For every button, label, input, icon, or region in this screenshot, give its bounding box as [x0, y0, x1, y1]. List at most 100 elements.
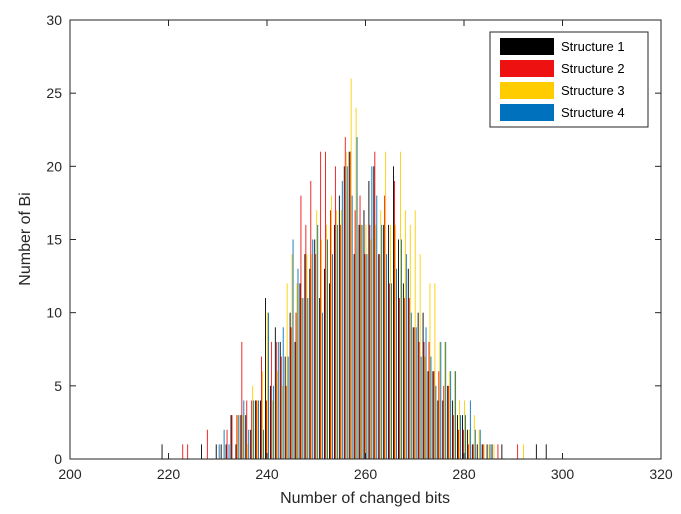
bar	[414, 210, 416, 459]
bar	[302, 298, 304, 459]
bar	[419, 254, 421, 459]
bar	[483, 444, 485, 459]
bar	[245, 415, 247, 459]
bar	[335, 210, 337, 459]
x-tick-label: 300	[551, 466, 575, 482]
bar	[468, 429, 470, 459]
bar	[379, 254, 381, 459]
bar	[215, 444, 217, 459]
bar	[277, 341, 279, 459]
bar	[320, 151, 322, 459]
bar	[326, 224, 327, 459]
bar	[396, 268, 397, 459]
bar	[440, 341, 442, 459]
bar	[469, 400, 471, 459]
bar	[383, 224, 385, 459]
bar	[474, 429, 476, 459]
bar	[240, 415, 242, 459]
bar	[444, 341, 446, 459]
bar	[275, 341, 277, 459]
bar	[407, 268, 409, 459]
bar	[493, 444, 495, 459]
bar	[237, 415, 239, 459]
bar	[404, 210, 406, 459]
bar	[437, 400, 439, 459]
bar	[478, 429, 480, 459]
bar	[256, 400, 258, 459]
bar	[374, 151, 376, 459]
bar	[346, 166, 348, 459]
bar	[345, 151, 347, 459]
bar	[381, 224, 383, 459]
bar	[329, 283, 330, 459]
bar	[409, 224, 411, 459]
bar	[261, 356, 262, 459]
bar	[363, 210, 365, 459]
bar	[314, 239, 316, 459]
bar	[433, 371, 435, 459]
bar	[223, 429, 225, 459]
bar	[423, 341, 425, 459]
bar	[445, 341, 447, 459]
bar	[380, 210, 382, 459]
bar	[330, 210, 331, 459]
legend-label: Structure 1	[561, 39, 625, 54]
bar	[297, 268, 299, 459]
bar	[332, 254, 333, 459]
bar	[467, 444, 469, 459]
bar	[267, 312, 268, 459]
bar	[425, 327, 427, 459]
y-tick-label: 20	[46, 158, 62, 174]
bar	[430, 356, 432, 459]
bar	[226, 429, 228, 459]
bar	[523, 444, 524, 459]
bar	[182, 444, 184, 459]
bar	[386, 254, 388, 459]
bar	[545, 444, 547, 459]
x-axis-title: Number of changed bits	[280, 490, 450, 507]
bar	[471, 444, 473, 459]
bar	[282, 327, 284, 459]
bar	[358, 224, 360, 459]
bar	[429, 283, 431, 459]
bar	[376, 195, 378, 459]
bar	[403, 298, 405, 459]
bar	[418, 341, 420, 459]
bar	[311, 254, 313, 459]
bar	[428, 341, 430, 459]
bar	[319, 298, 321, 459]
bar	[458, 429, 459, 459]
bar	[269, 385, 271, 459]
bar	[285, 385, 287, 459]
bar	[448, 385, 450, 459]
bar	[322, 312, 324, 459]
legend-swatch	[500, 60, 554, 77]
bar	[449, 371, 451, 459]
bar	[324, 268, 326, 459]
bar	[457, 415, 458, 459]
bar	[304, 254, 306, 459]
bar	[284, 356, 286, 459]
bar	[424, 356, 426, 459]
bar	[353, 254, 355, 459]
bar	[334, 166, 336, 459]
bar	[481, 444, 483, 459]
bar	[262, 371, 263, 459]
bar	[225, 444, 227, 459]
bar	[359, 195, 361, 459]
y-axis-title: Number of Bi	[17, 192, 34, 285]
bar	[279, 341, 281, 459]
bar	[535, 444, 537, 459]
bar	[453, 415, 455, 459]
bar	[238, 415, 240, 459]
bar	[464, 400, 465, 459]
bar	[369, 224, 371, 459]
bar	[355, 107, 357, 460]
bar	[435, 385, 437, 459]
bar	[294, 341, 296, 459]
bar	[309, 268, 311, 459]
bar	[187, 444, 189, 459]
bar	[336, 224, 338, 459]
bar	[360, 224, 362, 459]
bar	[417, 312, 419, 459]
